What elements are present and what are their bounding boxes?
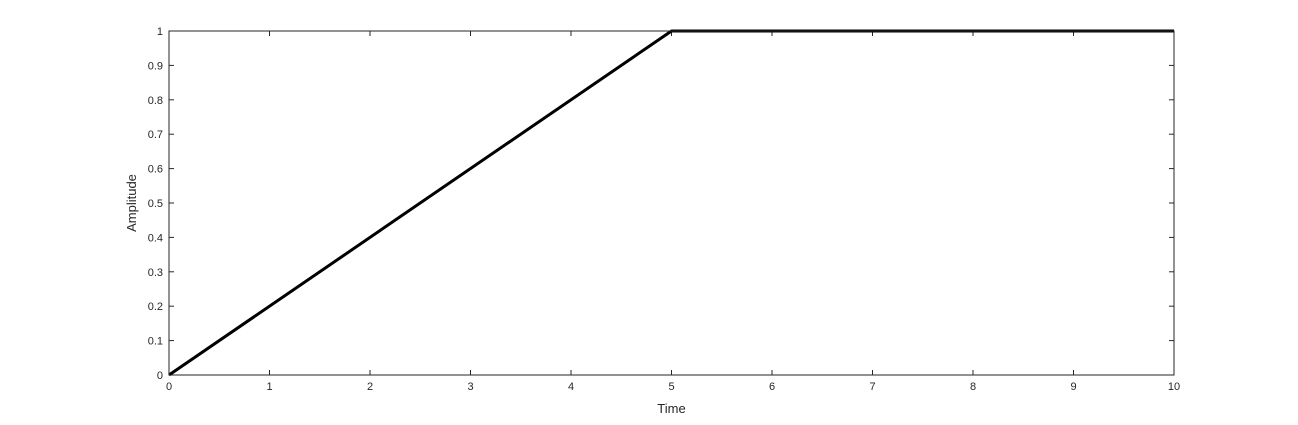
y-tick-label: 0.6 [148, 164, 163, 176]
plot-area-frame [168, 30, 1175, 376]
y-tick-label: 0 [157, 370, 163, 382]
y-tick-label: 0.1 [148, 336, 163, 348]
y-tick-label: 0.5 [148, 198, 163, 210]
series-line [168, 29, 1174, 377]
x-tick-label: 6 [769, 381, 775, 393]
labels-layer: Time Amplitude [124, 174, 686, 416]
x-tick-label: 8 [970, 381, 976, 393]
y-tick-label: 0.2 [148, 301, 163, 313]
y-tick-label: 0.7 [148, 129, 163, 141]
y-tick-label: 0.8 [148, 95, 163, 107]
x-tick-label: 10 [1168, 381, 1180, 393]
y-tick-label: 0.9 [148, 60, 163, 72]
x-tick-label: 0 [166, 381, 172, 393]
x-tick-label: 3 [467, 381, 473, 393]
x-tick-label: 5 [668, 381, 674, 393]
x-tick-label: 1 [266, 381, 272, 393]
x-tick-label: 7 [869, 381, 875, 393]
x-tick-label: 2 [367, 381, 373, 393]
y-tick-label: 0.3 [148, 267, 163, 279]
x-tick-label: 9 [1070, 381, 1076, 393]
y-tick-label: 0.4 [148, 232, 163, 244]
ticks-layer: 0 1 2 3 4 5 6 7 8 9 10 0 0.1 0.2 0.3 0.4 0.5 0.6 0.7 0.8 0.9… [148, 26, 1180, 393]
x-axis-label: Time [657, 401, 685, 416]
x-tick-label: 4 [568, 381, 574, 393]
y-tick-label: 1 [157, 26, 163, 38]
series-layer [168, 29, 1174, 377]
y-axis-label: Amplitude [124, 174, 139, 232]
